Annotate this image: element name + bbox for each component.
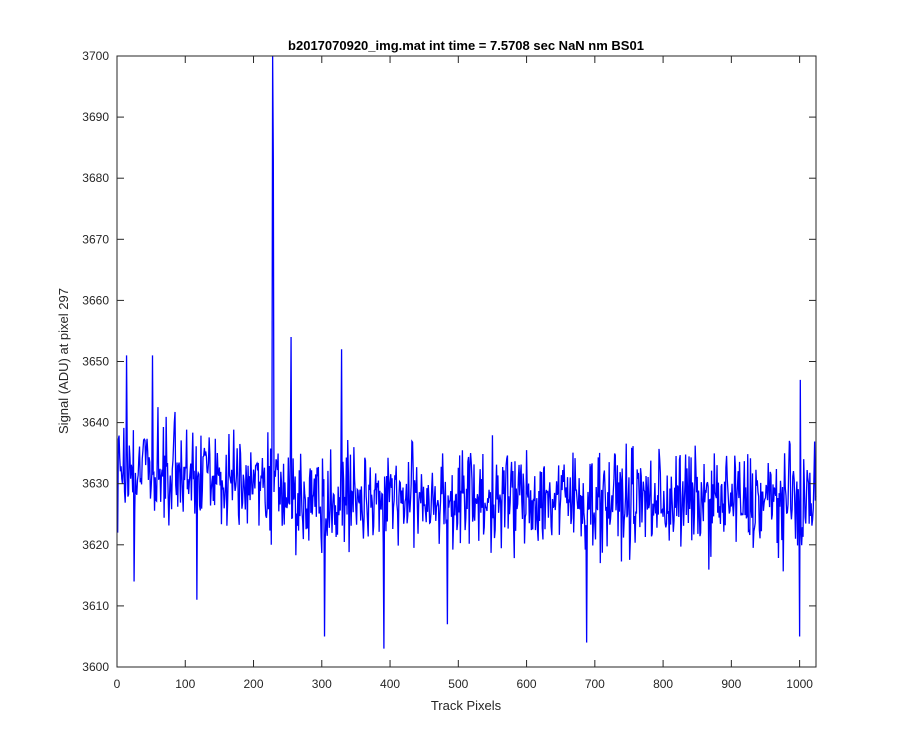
y-tick-label: 3630 xyxy=(82,477,109,491)
y-tick-label: 3670 xyxy=(82,232,109,246)
y-tick-label: 3610 xyxy=(82,599,109,613)
y-tick-label: 3640 xyxy=(82,416,109,430)
x-tick-label: 300 xyxy=(312,677,332,691)
y-tick-label: 3680 xyxy=(82,171,109,185)
x-tick-label: 1000 xyxy=(786,677,813,691)
x-tick-label: 900 xyxy=(721,677,741,691)
y-axis-label: Signal (ADU) at pixel 297 xyxy=(56,288,71,434)
signal-series-line xyxy=(117,55,817,649)
x-axis-ticks: 0 100 200 300 400 500 600 700 800 900 1000 xyxy=(114,56,813,691)
x-tick-label: 800 xyxy=(653,677,673,691)
x-tick-label: 200 xyxy=(244,677,264,691)
x-tick-label: 500 xyxy=(448,677,468,691)
y-tick-label: 3660 xyxy=(82,293,109,307)
y-axis-ticks: 3600 3610 3620 3630 3640 3650 3660 3670 3680 3690… xyxy=(82,49,816,674)
x-tick-label: 400 xyxy=(380,677,400,691)
chart-title: b2017070920_img.mat int time = 7.5708 se… xyxy=(288,38,644,53)
y-tick-label: 3600 xyxy=(82,660,109,674)
plot-area xyxy=(117,56,816,667)
y-tick-label: 3700 xyxy=(82,49,109,63)
x-tick-label: 700 xyxy=(585,677,605,691)
x-tick-label: 600 xyxy=(517,677,537,691)
y-tick-label: 3690 xyxy=(82,110,109,124)
x-axis-label: Track Pixels xyxy=(431,698,502,713)
series-layer xyxy=(117,55,817,649)
y-tick-label: 3650 xyxy=(82,355,109,369)
x-tick-label: 100 xyxy=(175,677,195,691)
x-tick-label: 0 xyxy=(114,677,121,691)
y-tick-label: 3620 xyxy=(82,538,109,552)
